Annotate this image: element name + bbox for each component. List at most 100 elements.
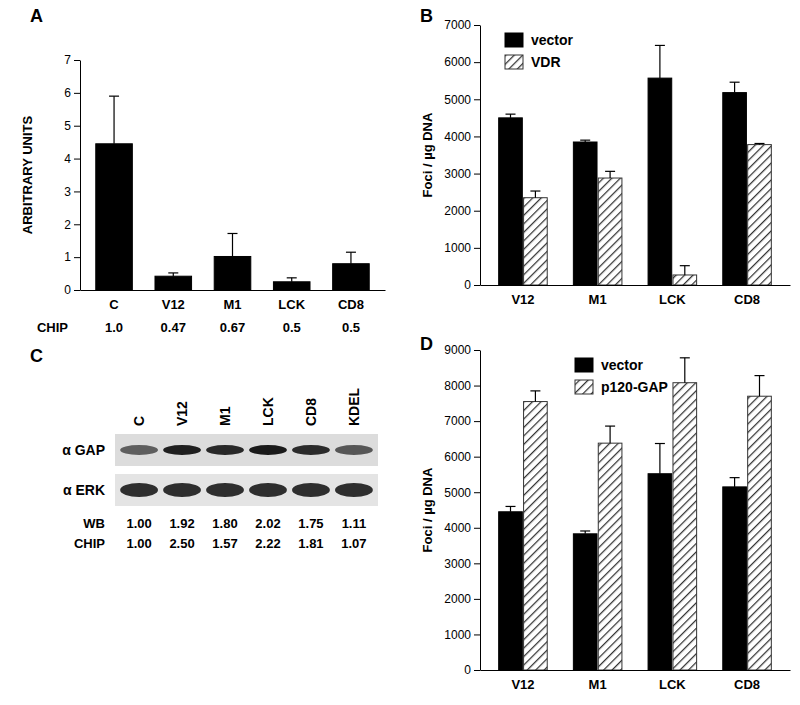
row-value: 2.02 [255,516,280,531]
row-value: 1.0 [105,320,123,335]
row-value: 1.92 [169,516,194,531]
row-value: 0.67 [220,320,245,335]
error-line [510,506,511,511]
y-tick: 1000 [444,241,480,255]
y-tick-label: 0 [64,283,71,297]
y-axis-title: Foci / µg DNA [420,467,435,552]
row-value: 0.5 [283,320,301,335]
lane-label: V12 [174,401,190,426]
bar [499,512,523,670]
y-axis: 0100020003000400050006000700080009000 [444,343,480,677]
x-tick: M1 [223,290,241,312]
band [120,483,158,497]
y-tick-label: 0 [464,663,471,677]
error-bar [506,114,516,118]
y-tick-label: 4000 [444,130,471,144]
y-tick-mark [474,211,480,212]
x-tick: V12 [511,285,534,307]
row-value: 1.00 [126,536,151,551]
y-tick-label: 4 [64,152,71,166]
x-tick-label: LCK [659,292,686,307]
y-tick-label: 5000 [444,93,471,107]
error-bar [655,444,665,474]
y-tick-label: 7000 [444,18,471,32]
error-bar [228,233,238,256]
x-tick: CD8 [734,670,760,692]
y-tick-mark [74,126,80,127]
error-bar [605,426,615,443]
y-tick: 0 [464,663,480,677]
error-bar [655,45,665,78]
error-cap [506,114,516,115]
error-bar [680,266,690,275]
y-tick-mark [474,25,480,26]
legend-label: vector [601,357,644,373]
error-line [350,252,351,264]
legend-swatch [505,33,523,47]
y-tick-mark [474,492,480,493]
y-axis: 01234567 [64,53,80,297]
x-tick: C [109,290,119,312]
y-tick-label: 6 [64,86,71,100]
y-tick: 8000 [444,379,480,393]
legend-swatch [575,380,593,394]
band [335,483,373,497]
error-bar [580,140,590,142]
error-cap [680,265,690,266]
bar [723,93,747,285]
bar [723,487,747,670]
band [335,445,373,455]
error-cap [754,375,764,376]
error-bar [580,531,590,534]
row-value: 2.22 [255,536,280,551]
error-line [113,96,114,144]
error-bar [346,252,356,264]
y-tick-label: 3 [64,185,71,199]
bar [155,276,192,290]
error-line [535,391,536,402]
x-axis: CV12M1LCKCD8 [81,290,386,312]
bar [96,144,133,290]
row-value: 1.11 [342,516,367,531]
row-value: 1.57 [212,536,237,551]
y-axis-title: Foci / µg DNA [420,112,435,197]
x-tick-label: CD8 [734,292,760,307]
y-tick: 5 [64,119,80,133]
lane-label: C [131,416,147,426]
y-tick-mark [74,60,80,61]
y-axis-title: ARBITRARY UNITS [20,115,35,234]
y-tick: 2000 [444,204,480,218]
y-tick: 3000 [444,557,480,571]
error-cap [655,45,665,46]
error-line [684,358,685,383]
error-line [759,376,760,397]
y-tick: 0 [64,283,80,297]
x-axis-line [81,290,386,291]
error-cap [530,190,540,191]
error-cap [580,140,590,141]
error-cap [530,390,540,391]
error-bar [168,273,178,276]
legend-label: vector [531,32,574,48]
error-line [659,444,660,474]
error-line [734,82,735,92]
panel-label: A [30,6,43,26]
error-bar [506,506,516,511]
row-value: 1.75 [298,516,323,531]
plot-area [96,96,369,290]
y-tick-mark [474,248,480,249]
y-tick-mark [474,62,480,63]
x-tick-label: V12 [511,292,534,307]
y-tick: 0 [464,278,480,292]
bar [598,443,622,670]
x-tick-label: C [109,297,119,312]
y-tick-mark [474,457,480,458]
y-axis-line [480,26,481,286]
y-tick: 5000 [444,486,480,500]
error-cap [346,252,356,253]
y-axis: 01000200030004000500060007000 [444,18,480,292]
band [206,483,244,497]
error-line [610,426,611,443]
y-tick-mark [74,290,80,291]
bar [524,402,548,670]
